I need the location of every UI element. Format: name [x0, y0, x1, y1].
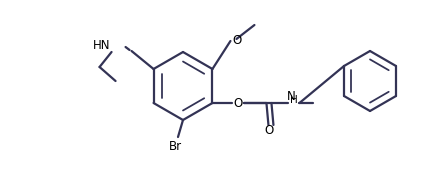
Text: Br: Br — [168, 140, 181, 153]
Text: H: H — [289, 95, 298, 105]
Text: N: N — [287, 89, 296, 102]
Text: HN: HN — [93, 39, 111, 52]
Text: O: O — [233, 33, 242, 46]
Text: O: O — [234, 97, 243, 110]
Text: O: O — [265, 124, 274, 137]
